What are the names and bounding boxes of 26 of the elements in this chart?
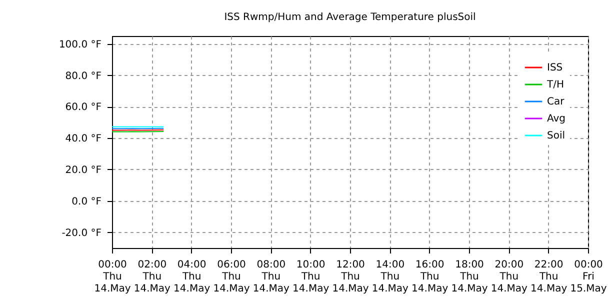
x-tick-label: 18:00 Thu 14.May (451, 260, 488, 294)
x-tick-label: 02:00 Thu 14.May (134, 260, 171, 294)
x-tick-label: 14:00 Thu 14.May (372, 260, 409, 294)
x-tick-label: 22:00 Thu 14.May (530, 260, 568, 294)
chart-title: ISS Rwmp/Hum and Average Temperature plusSoil (224, 12, 476, 23)
x-tick-label: 04:00 Thu 14.May (174, 260, 210, 294)
legend-label: Soil (547, 130, 566, 142)
y-tick-label: 80.0 °F (65, 70, 102, 82)
y-tick-label: 0.0 °F (72, 196, 102, 208)
y-tick-label: 20.0 °F (65, 164, 102, 176)
y-tick-label: -20.0 °F (62, 228, 102, 239)
x-tick-label: 06:00 Thu 14.May (213, 260, 250, 294)
y-tick-label: 60.0 °F (65, 102, 102, 114)
x-tick-label: 00:00 Fri 15.May (570, 260, 607, 294)
x-tick-label: 12:00 Thu 14.May (332, 260, 369, 294)
x-tick-label: 08:00 Thu 14.May (252, 260, 290, 294)
legend-label: Avg (547, 114, 566, 124)
y-tick-label: 100.0 °F (58, 39, 102, 50)
legend-label: Car (547, 96, 566, 108)
legend-label: T/H (546, 80, 564, 90)
x-tick-label: 10:00 Thu 14.May (292, 260, 330, 294)
x-tick-label: 20:00 Thu 14.May (490, 260, 528, 294)
x-tick-label: 00:00 Thu 14.May (94, 260, 131, 294)
x-tick-label: 16:00 Thu 14.May (412, 260, 448, 294)
y-tick-label: 40.0 °F (65, 134, 102, 145)
legend-label: ISS (547, 62, 563, 74)
